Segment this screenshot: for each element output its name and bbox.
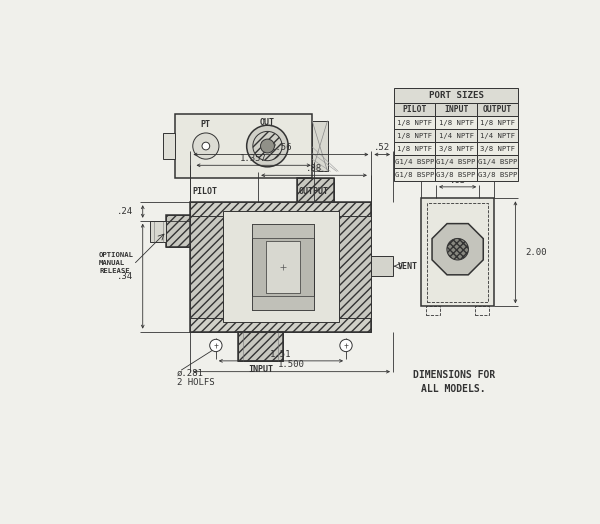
Circle shape (260, 139, 274, 153)
Text: 1.500: 1.500 (278, 361, 305, 369)
Bar (394, 116, 436, 129)
Bar (477, 168, 518, 181)
Polygon shape (432, 224, 483, 275)
Text: 1/4 NPTF: 1/4 NPTF (439, 133, 473, 139)
Bar (475, 306, 489, 315)
Bar (394, 142, 436, 155)
Text: .63: .63 (449, 176, 466, 184)
Text: G1/4 BSPP: G1/4 BSPP (395, 159, 434, 165)
Text: .88: .88 (306, 164, 322, 173)
Bar (312, 121, 328, 171)
Bar (223, 212, 339, 322)
Bar (166, 214, 190, 247)
Bar (394, 155, 436, 168)
Text: 1/8 NPTF: 1/8 NPTF (397, 119, 432, 126)
Bar (477, 116, 518, 129)
Bar (427, 203, 488, 302)
Text: 1.51: 1.51 (270, 350, 292, 358)
Bar (436, 155, 477, 168)
Bar (151, 221, 166, 242)
Text: .34: .34 (118, 271, 133, 281)
Bar (426, 306, 440, 315)
Circle shape (210, 340, 222, 352)
Text: G1/4 BSPP: G1/4 BSPP (478, 159, 517, 165)
Text: 3/8 NPTF: 3/8 NPTF (439, 146, 473, 152)
Bar (297, 178, 334, 202)
Text: PILOT: PILOT (403, 105, 427, 114)
Bar (297, 178, 334, 202)
Bar (252, 224, 314, 238)
Bar (477, 129, 518, 142)
Bar (394, 129, 436, 142)
Text: 1/8 NPTF: 1/8 NPTF (439, 119, 473, 126)
Bar (394, 168, 436, 181)
Text: OUTPUT: OUTPUT (483, 105, 512, 114)
Text: 3/8 NPTF: 3/8 NPTF (480, 146, 515, 152)
Bar (252, 224, 314, 310)
Bar (175, 114, 312, 178)
Text: INPUT: INPUT (248, 366, 273, 375)
Bar (436, 116, 477, 129)
Bar (421, 199, 494, 306)
Bar (394, 88, 518, 103)
Bar (436, 129, 477, 142)
Bar (238, 332, 283, 361)
Text: OUTPUT: OUTPUT (298, 187, 328, 196)
Bar (339, 216, 371, 318)
Text: 1/8 NPTF: 1/8 NPTF (397, 146, 432, 152)
Text: 2.56: 2.56 (270, 143, 292, 152)
Text: 1/8 NPTF: 1/8 NPTF (480, 119, 515, 126)
Bar (436, 168, 477, 181)
Text: 1/4 NPTF: 1/4 NPTF (480, 133, 515, 139)
Text: 1.25: 1.25 (447, 166, 469, 174)
Text: OUT: OUT (260, 118, 275, 127)
Circle shape (447, 238, 469, 260)
Text: VENT: VENT (398, 261, 418, 271)
Bar (238, 332, 283, 361)
Text: 2 HOLFS: 2 HOLFS (176, 378, 214, 387)
Bar (266, 241, 300, 293)
Bar (436, 142, 477, 155)
Text: 1/8 NPTF: 1/8 NPTF (397, 133, 432, 139)
Bar (371, 256, 393, 276)
Bar (477, 103, 518, 116)
Bar (190, 216, 223, 318)
Bar (394, 103, 436, 116)
Text: ø.281: ø.281 (176, 368, 203, 378)
Text: 2.00: 2.00 (526, 248, 547, 257)
Circle shape (193, 133, 219, 159)
Text: G1/4 BSPP: G1/4 BSPP (436, 159, 476, 165)
Text: .52: .52 (374, 143, 390, 152)
Text: OPTIONAL
MANUAL
RELEASE: OPTIONAL MANUAL RELEASE (99, 252, 134, 274)
Bar (166, 214, 190, 247)
Circle shape (247, 125, 288, 167)
Bar (252, 296, 314, 310)
Circle shape (340, 340, 352, 352)
Bar (190, 202, 371, 332)
Text: DIMENSIONS FOR
ALL MODELS.: DIMENSIONS FOR ALL MODELS. (413, 369, 495, 394)
Text: PORT SIZES: PORT SIZES (428, 91, 484, 100)
Bar (190, 202, 371, 332)
Text: G3/8 BSPP: G3/8 BSPP (436, 172, 476, 178)
Bar (436, 103, 477, 116)
Bar (477, 142, 518, 155)
Bar (163, 133, 175, 159)
Bar (477, 155, 518, 168)
Text: PT: PT (200, 120, 210, 129)
Circle shape (202, 142, 210, 150)
Text: G3/8 BSPP: G3/8 BSPP (478, 172, 517, 178)
Text: 1.357: 1.357 (240, 154, 267, 163)
Text: INPUT: INPUT (444, 105, 468, 114)
Text: G1/8 BSPP: G1/8 BSPP (395, 172, 434, 178)
Text: .24: .24 (118, 207, 133, 216)
Text: PILOT: PILOT (192, 187, 217, 196)
